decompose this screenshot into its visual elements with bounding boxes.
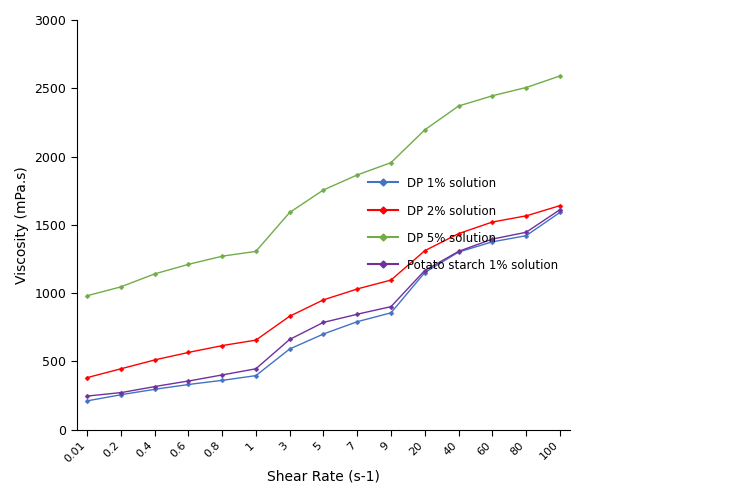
DP 2% solution (511, 215, 520, 221)
DP 5% solution (481, 95, 490, 101)
DP 2% solution (84, 374, 93, 380)
Y-axis label: Viscosity (mPa.s): Viscosity (mPa.s) (15, 166, 29, 283)
DP 1% solution (82, 398, 92, 404)
Potato starch 1% solution (364, 309, 373, 315)
DP 1% solution (481, 241, 490, 247)
DP 1% solution (362, 316, 371, 322)
Potato starch 1% solution (82, 393, 92, 399)
DP 1% solution (372, 314, 381, 320)
Potato starch 1% solution (511, 232, 520, 238)
DP 1% solution (84, 398, 93, 404)
DP 5% solution (84, 292, 93, 298)
DP 1% solution (555, 210, 564, 216)
DP 5% solution (511, 87, 520, 93)
DP 2% solution (362, 283, 371, 289)
Potato starch 1% solution (372, 307, 381, 313)
DP 1% solution (364, 316, 373, 322)
DP 1% solution (511, 235, 520, 241)
DP 2% solution (372, 281, 381, 287)
DP 5% solution (372, 165, 381, 171)
Line: Potato starch 1% solution: Potato starch 1% solution (87, 210, 560, 396)
Legend: DP 1% solution, DP 2% solution, DP 5% solution, Potato starch 1% solution: DP 1% solution, DP 2% solution, DP 5% so… (362, 172, 564, 278)
DP 2% solution (364, 283, 373, 289)
DP 5% solution (364, 168, 373, 174)
DP 5% solution (82, 293, 92, 299)
Line: DP 1% solution: DP 1% solution (87, 213, 560, 401)
DP 5% solution (555, 73, 564, 79)
Potato starch 1% solution (84, 393, 93, 399)
DP 5% solution (362, 169, 371, 175)
DP 2% solution (481, 222, 490, 228)
DP 2% solution (555, 203, 564, 209)
Line: DP 2% solution: DP 2% solution (87, 206, 560, 378)
DP 2% solution (82, 375, 92, 381)
Potato starch 1% solution (481, 239, 490, 245)
Potato starch 1% solution (362, 309, 371, 315)
X-axis label: Shear Rate (s-1): Shear Rate (s-1) (267, 470, 380, 484)
Potato starch 1% solution (555, 207, 564, 213)
Line: DP 5% solution: DP 5% solution (87, 76, 560, 296)
